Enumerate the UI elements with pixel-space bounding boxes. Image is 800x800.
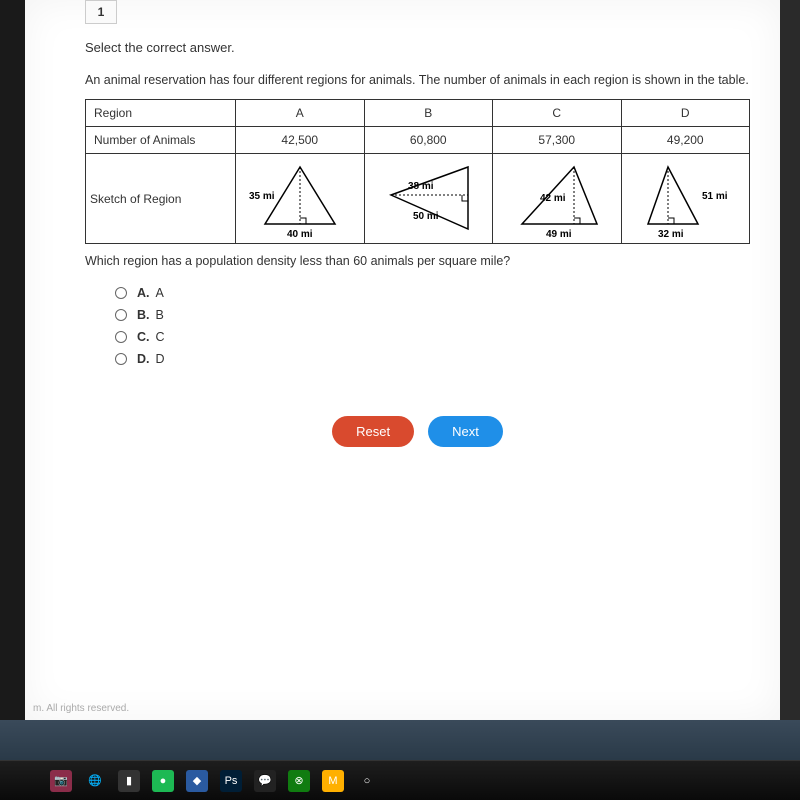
taskbar: 📷 🌐 ▮ ● ◆ Ps 💬 ⊗ M ○ (0, 760, 800, 800)
button-row: Reset Next (85, 416, 750, 447)
option-letter: A. (137, 286, 150, 300)
animals-c: 57,300 (493, 127, 622, 154)
sketch-label: Sketch of Region (86, 154, 236, 244)
svg-text:49 mi: 49 mi (546, 229, 572, 239)
svg-text:38 mi: 38 mi (408, 181, 434, 192)
question-text: Which region has a population density le… (85, 254, 750, 268)
sketch-c: 42 mi 49 mi (493, 154, 622, 244)
ps-icon[interactable]: Ps (220, 770, 242, 792)
option-text: A (156, 286, 164, 300)
option-c[interactable]: C. C (115, 330, 750, 344)
app-icon[interactable]: ▮ (118, 770, 140, 792)
header-c: C (493, 100, 622, 127)
sketch-row: Sketch of Region 35 mi 40 mi (86, 154, 750, 244)
radio-icon[interactable] (115, 287, 127, 299)
cortana-icon[interactable]: ○ (356, 770, 378, 792)
spotify-icon[interactable]: ● (152, 770, 174, 792)
header-d: D (621, 100, 750, 127)
header-region: Region (86, 100, 236, 127)
animals-row: Number of Animals 42,500 60,800 57,300 4… (86, 127, 750, 154)
header-a: A (236, 100, 365, 127)
option-letter: C. (137, 330, 150, 344)
chrome-icon[interactable]: 🌐 (84, 770, 106, 792)
xbox-icon[interactable]: ⊗ (288, 770, 310, 792)
radio-icon[interactable] (115, 353, 127, 365)
reset-button[interactable]: Reset (332, 416, 414, 447)
option-d[interactable]: D. D (115, 352, 750, 366)
sketch-b: 38 mi 50 mi (364, 154, 493, 244)
camera-icon[interactable]: 📷 (50, 770, 72, 792)
svg-text:42 mi: 42 mi (540, 193, 566, 204)
option-text: B (156, 308, 164, 322)
animals-b: 60,800 (364, 127, 493, 154)
animals-d: 49,200 (621, 127, 750, 154)
svg-text:40 mi: 40 mi (287, 229, 313, 239)
svg-text:50 mi: 50 mi (413, 211, 439, 222)
svg-text:35 mi: 35 mi (249, 191, 275, 202)
option-text: D (156, 352, 165, 366)
option-letter: D. (137, 352, 150, 366)
instruction-text: Select the correct answer. (85, 40, 750, 55)
radio-icon[interactable] (115, 309, 127, 321)
question-number: 1 (85, 0, 117, 24)
options-group: A. A B. B C. C D. D (115, 286, 750, 366)
option-a[interactable]: A. A (115, 286, 750, 300)
sketch-a: 35 mi 40 mi (236, 154, 365, 244)
triangle-a-icon: 35 mi 40 mi (245, 159, 355, 239)
page-content: 1 Select the correct answer. An animal r… (25, 0, 780, 720)
animals-a: 42,500 (236, 127, 365, 154)
msg-icon[interactable]: 💬 (254, 770, 276, 792)
option-b[interactable]: B. B (115, 308, 750, 322)
triangle-b-icon: 38 mi 50 mi (373, 159, 483, 239)
svg-text:51 mi: 51 mi (702, 191, 728, 202)
m-icon[interactable]: M (322, 770, 344, 792)
data-table: Region A B C D Number of Animals 42,500 … (85, 99, 750, 244)
sketch-d: 51 mi 32 mi (621, 154, 750, 244)
desk-strip (0, 720, 800, 760)
option-text: C (156, 330, 165, 344)
radio-icon[interactable] (115, 331, 127, 343)
footer-text: m. All rights reserved. (33, 703, 129, 714)
triangle-c-icon: 42 mi 49 mi (502, 159, 612, 239)
animals-label: Number of Animals (86, 127, 236, 154)
next-button[interactable]: Next (428, 416, 503, 447)
table-header-row: Region A B C D (86, 100, 750, 127)
problem-text: An animal reservation has four different… (85, 73, 750, 87)
triangle-d-icon: 51 mi 32 mi (630, 159, 740, 239)
option-letter: B. (137, 308, 150, 322)
monitor-frame: 1 Select the correct answer. An animal r… (0, 0, 780, 720)
shield-icon[interactable]: ◆ (186, 770, 208, 792)
header-b: B (364, 100, 493, 127)
svg-text:32 mi: 32 mi (658, 229, 684, 239)
